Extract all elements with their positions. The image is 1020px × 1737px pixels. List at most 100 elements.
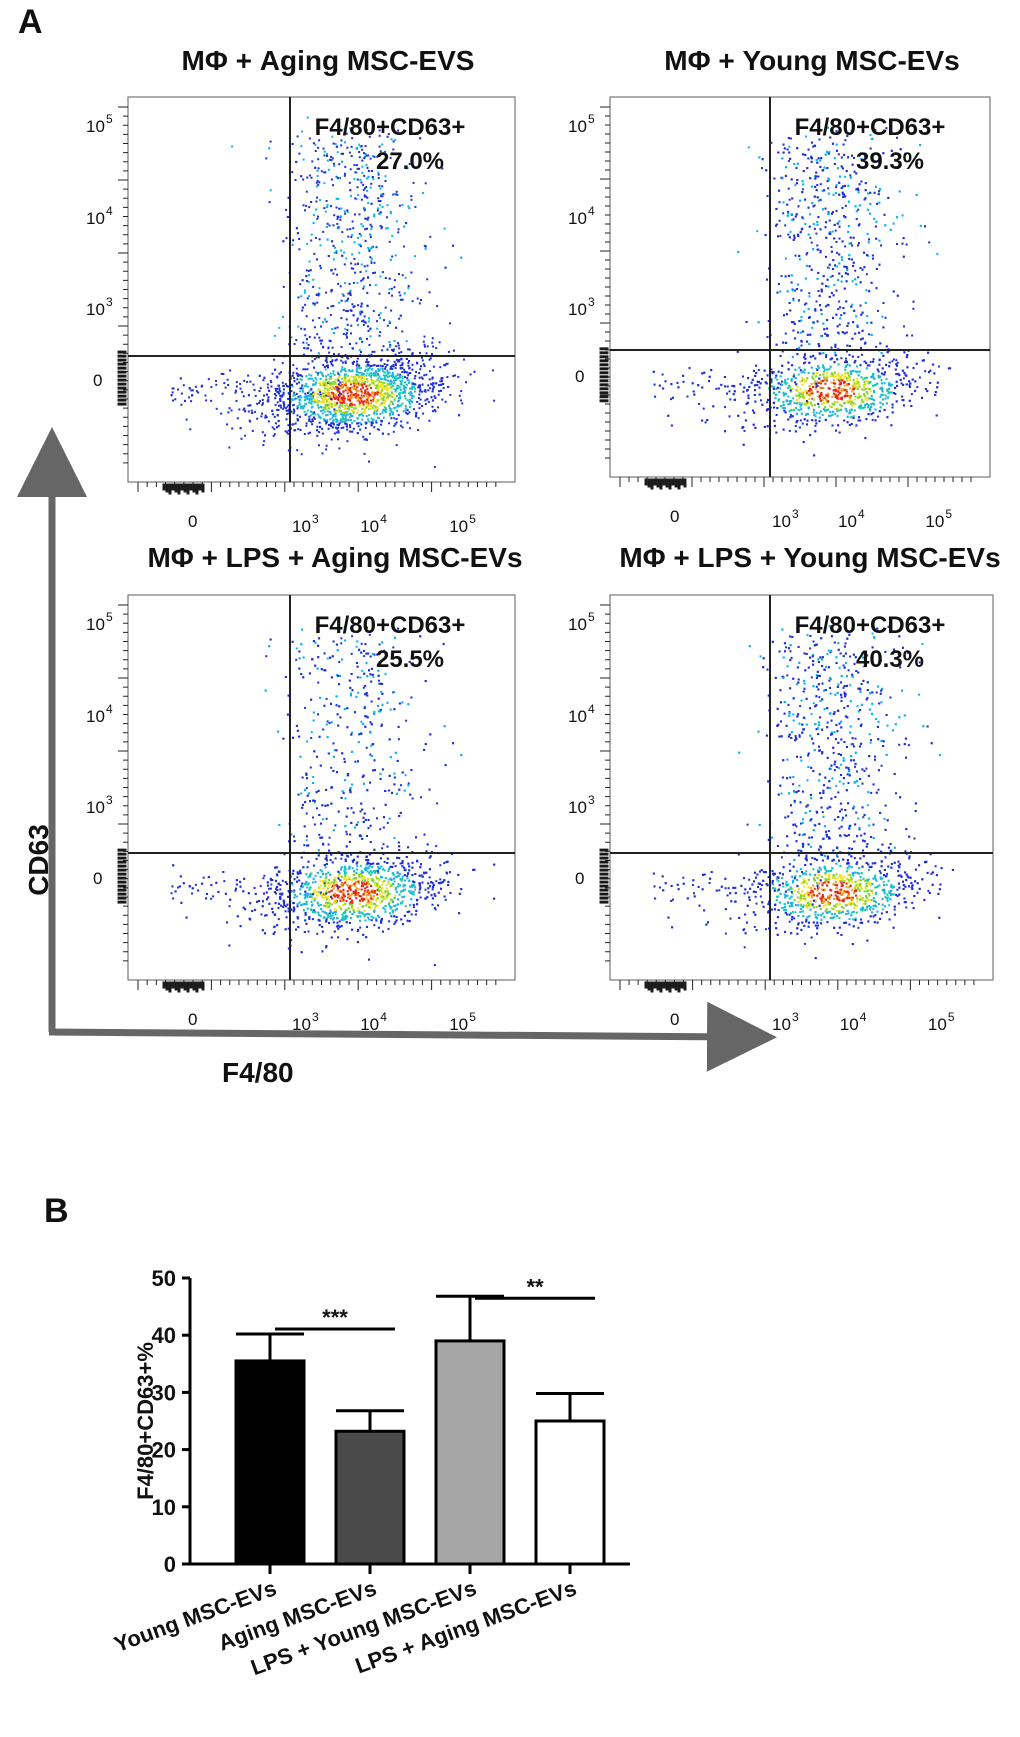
bar-y-tick-label: 50 (152, 1266, 176, 1291)
y-tick-label: 10 (568, 300, 587, 319)
x-tick-label: 10 (360, 517, 379, 536)
gate-label: F4/80+CD63+ (315, 114, 466, 141)
x-tick-label: 10 (292, 517, 311, 536)
significance-label-2: ** (526, 1274, 544, 1299)
x-tick-exponent: 3 (792, 507, 799, 521)
x-tick-label: 10 (772, 512, 791, 531)
y-tick-exponent: 5 (588, 112, 595, 126)
x-tick-label: 10 (292, 1015, 311, 1034)
flow-plot-title: MΦ + Aging MSC-EVS (182, 45, 475, 76)
y-tick-zero: 0 (93, 869, 102, 888)
y-tick-exponent: 3 (106, 295, 113, 309)
x-tick-exponent: 5 (469, 512, 476, 526)
y-tick-exponent: 4 (106, 204, 113, 218)
x-tick-zero: 0 (670, 1010, 679, 1029)
x-tick-zero: 0 (188, 1010, 197, 1029)
axis-ticks (599, 604, 975, 993)
x-tick-exponent: 4 (380, 1010, 387, 1024)
x-tick-exponent: 4 (858, 507, 865, 521)
x-tick-zero: 0 (188, 512, 197, 531)
bar-y-axis-title: F4/80+CD63+% (133, 1342, 158, 1500)
y-tick-zero: 0 (93, 371, 102, 390)
x-tick-label: 10 (360, 1015, 379, 1034)
gate-label: F4/80+CD63+ (795, 114, 946, 141)
flow-plot-frame (127, 594, 516, 981)
flow-plot-title: MΦ + LPS + Aging MSC-EVs (147, 542, 522, 573)
bar-y-tick-label: 40 (152, 1323, 176, 1348)
x-tick-exponent: 5 (948, 1010, 955, 1024)
y-tick-exponent: 3 (588, 793, 595, 807)
x-tick-label: 10 (928, 1015, 947, 1034)
x-tick-exponent: 3 (312, 512, 319, 526)
bar-y-tick-label: 20 (152, 1438, 176, 1463)
f480-axis-title: F4/80 (222, 1057, 294, 1088)
y-tick-exponent: 4 (106, 702, 113, 716)
y-tick-label: 10 (86, 798, 105, 817)
bar-1 (234, 1359, 306, 1566)
gate-percent: 39.3% (856, 148, 924, 175)
y-tick-label: 10 (86, 615, 105, 634)
y-tick-label: 10 (568, 615, 587, 634)
flow-plot-3: MΦ + LPS + Aging MSC-EVs F4/80+CD63+ 25.5%… (86, 542, 523, 1034)
f480-axis-arrow (48, 1001, 777, 1072)
bar-y-tick-label: 10 (152, 1495, 176, 1520)
y-tick-label: 10 (86, 209, 105, 228)
y-tick-zero: 0 (575, 367, 584, 386)
flow-dots (170, 116, 496, 469)
y-tick-zero: 0 (575, 869, 584, 888)
bar-y-tick-label: 0 (164, 1552, 176, 1577)
x-tick-label: 10 (840, 1015, 859, 1034)
gate-label: F4/80+CD63+ (315, 612, 466, 639)
bar-3 (434, 1339, 506, 1566)
gate-label: F4/80+CD63+ (795, 612, 946, 639)
y-tick-label: 10 (568, 798, 587, 817)
x-tick-label: 10 (449, 517, 468, 536)
x-tick-exponent: 4 (860, 1010, 867, 1024)
bar-y-tick-label: 30 (152, 1380, 176, 1405)
y-tick-label: 10 (568, 707, 587, 726)
y-tick-exponent: 5 (106, 112, 113, 126)
bar-4 (534, 1419, 606, 1566)
flow-plot-frame (127, 96, 516, 483)
cd63-axis-title: CD63 (23, 824, 54, 896)
gate-percent: 40.3% (856, 646, 924, 673)
axis-ticks (117, 106, 497, 495)
flow-dots (652, 126, 952, 457)
flow-plot-4: MΦ + LPS + Young MSC-EVs F4/80+CD63+ 40.3%… (568, 542, 1001, 1034)
y-tick-exponent: 4 (588, 204, 595, 218)
bar-category-label-1: Young MSC-EVs (111, 1575, 280, 1657)
axis-ticks (117, 604, 497, 993)
panel-b-letter: B (44, 1192, 69, 1230)
y-tick-exponent: 4 (588, 702, 595, 716)
flow-plot-frame (609, 96, 991, 478)
flow-plot-title: MΦ + Young MSC-EVs (664, 45, 959, 76)
x-tick-exponent: 5 (945, 507, 952, 521)
panel-a-letter: A (18, 3, 43, 41)
y-tick-label: 10 (86, 117, 105, 136)
gate-percent: 25.5% (376, 646, 444, 673)
y-tick-label: 10 (86, 707, 105, 726)
flow-dots (170, 622, 496, 967)
x-tick-label: 10 (838, 512, 857, 531)
x-tick-label: 10 (449, 1015, 468, 1034)
x-tick-exponent: 4 (380, 512, 387, 526)
flow-plot-frame (609, 594, 994, 981)
axis-ticks (599, 106, 972, 490)
x-tick-exponent: 3 (792, 1010, 799, 1024)
gate-percent: 27.0% (376, 148, 444, 175)
y-tick-label: 10 (86, 300, 105, 319)
flow-plot-title: MΦ + LPS + Young MSC-EVs (619, 542, 1000, 573)
x-tick-zero: 0 (670, 507, 679, 526)
bar-2 (334, 1429, 406, 1566)
y-tick-exponent: 3 (588, 295, 595, 309)
y-tick-exponent: 3 (106, 793, 113, 807)
y-tick-exponent: 5 (106, 610, 113, 624)
x-tick-label: 10 (772, 1015, 791, 1034)
significance-label-1: *** (322, 1305, 348, 1330)
y-tick-label: 10 (568, 209, 587, 228)
